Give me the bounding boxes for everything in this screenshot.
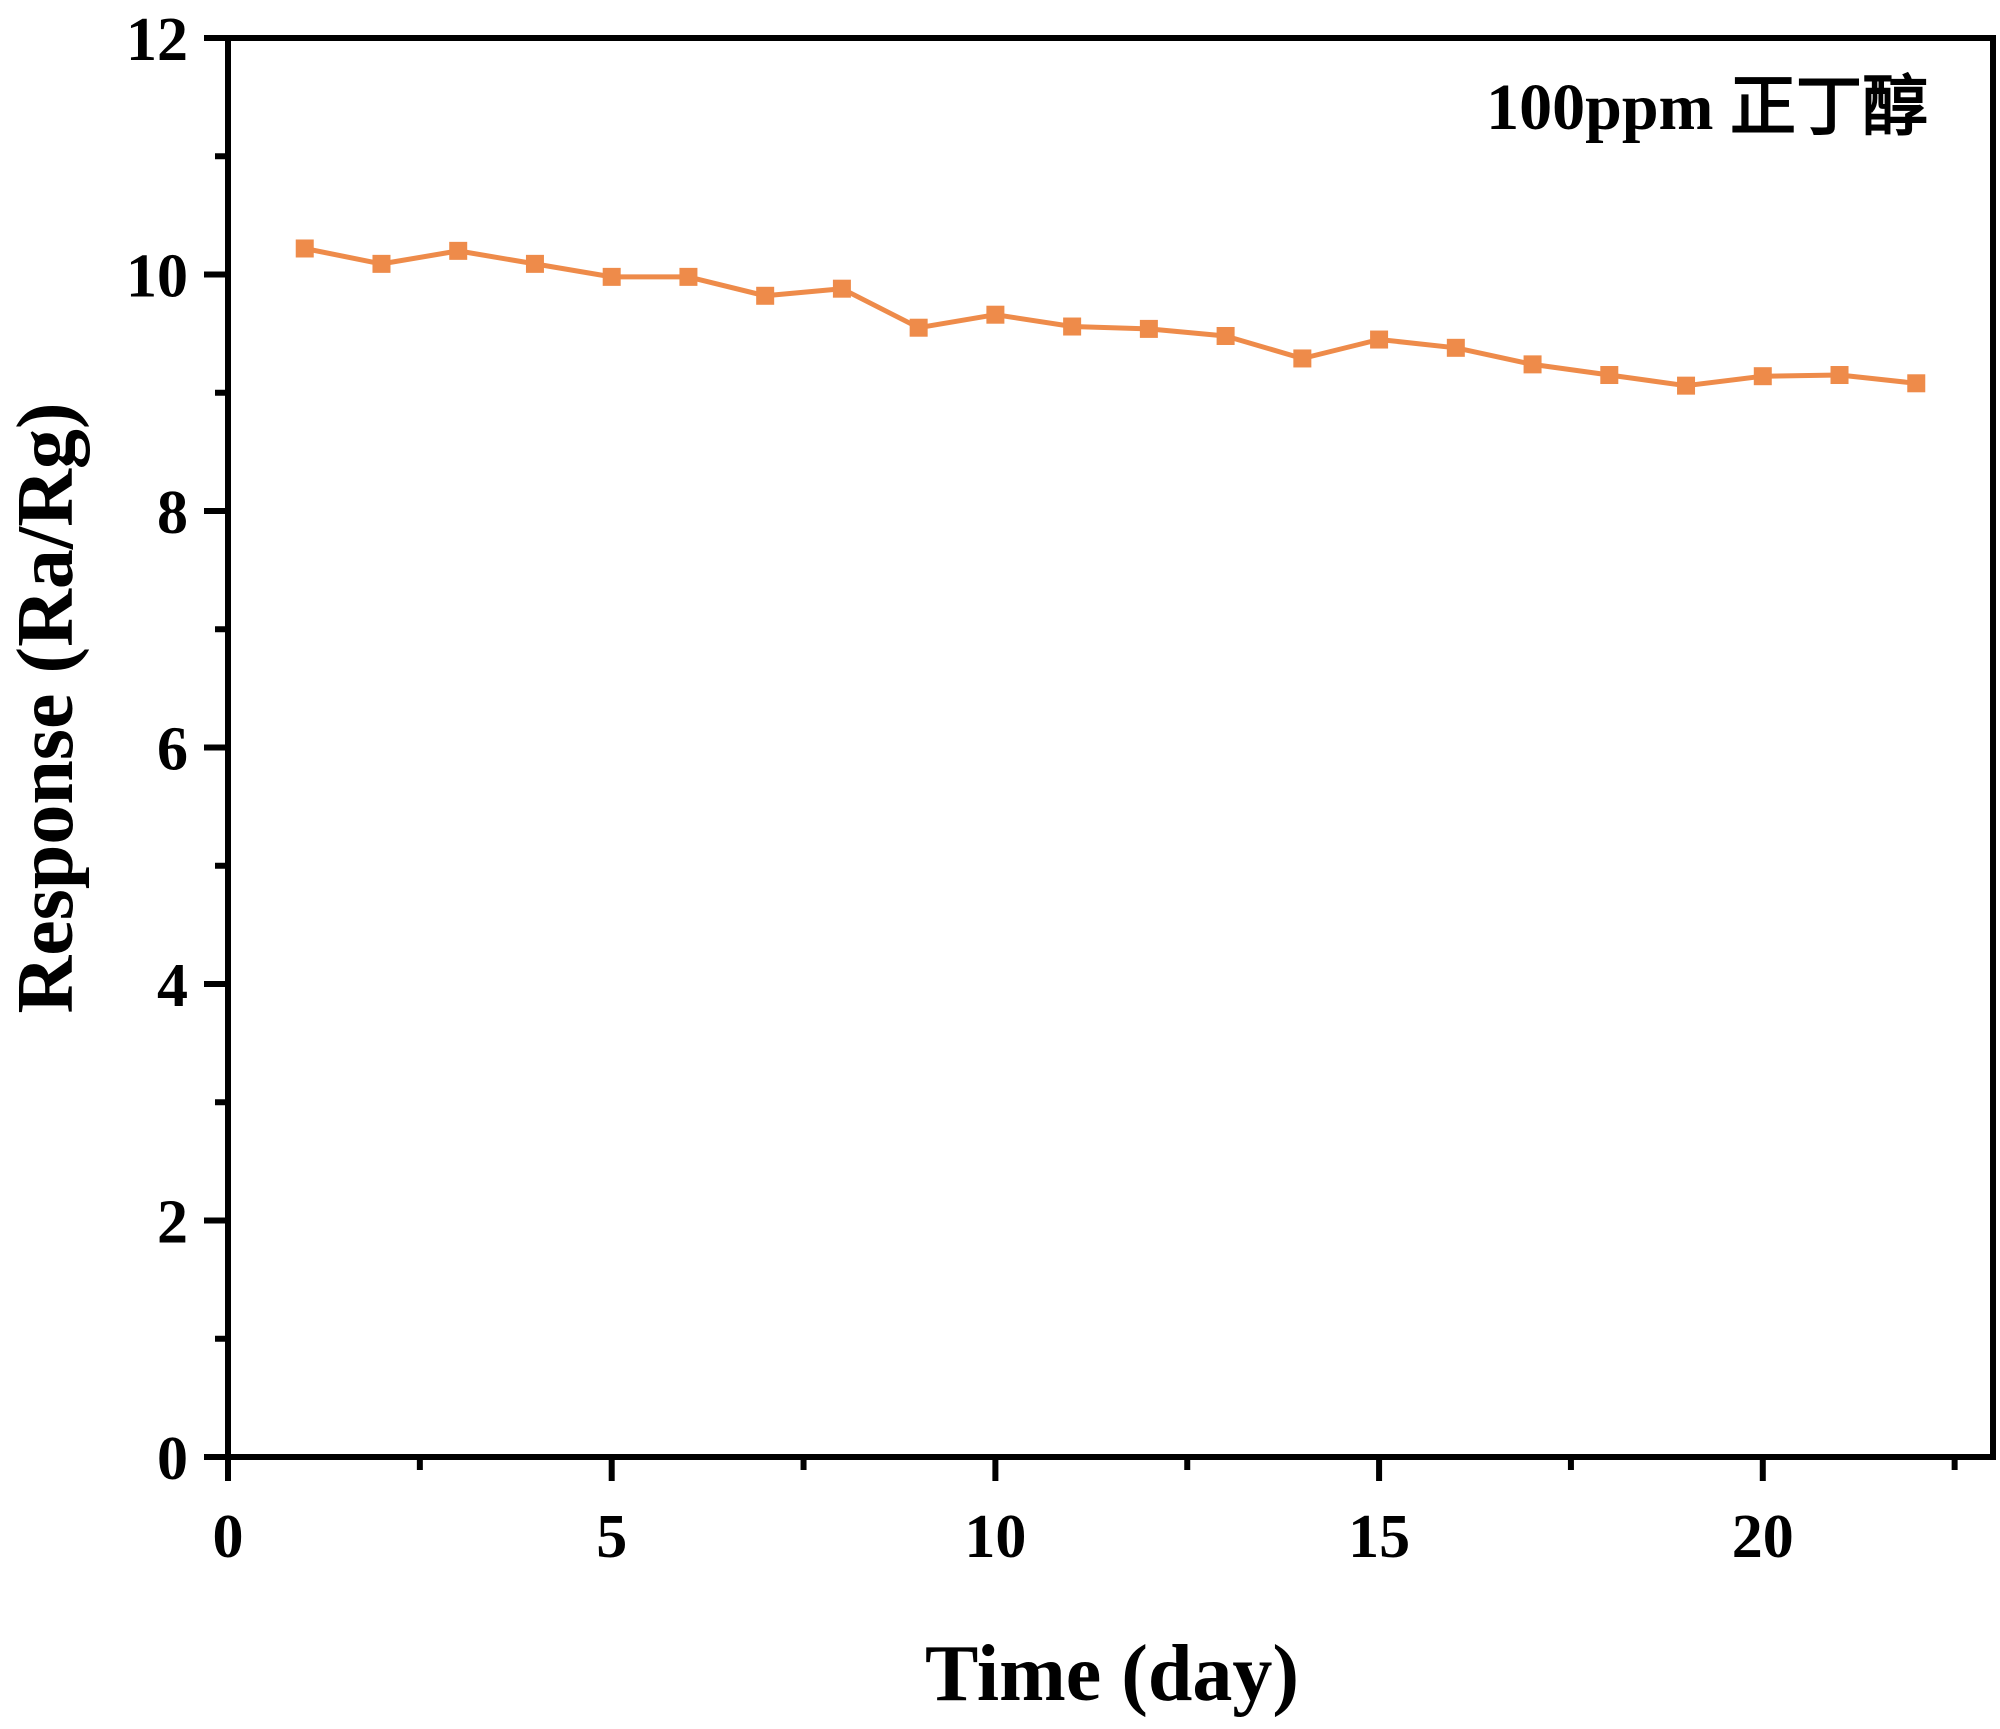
data-point	[295, 239, 314, 258]
data-point	[1677, 376, 1696, 395]
data-point	[1600, 366, 1619, 385]
data-point	[756, 286, 775, 305]
y-axis-title: Response (Ra/Rg)	[2, 402, 90, 1013]
x-tick-label: 15	[1348, 1503, 1410, 1571]
data-point	[525, 254, 544, 273]
data-point	[679, 267, 698, 286]
x-tick-label: 0	[213, 1503, 244, 1571]
plot-frame	[225, 35, 1996, 1460]
x-axis-title: Time (day)	[925, 1630, 1299, 1718]
x-tick-label: 10	[964, 1503, 1026, 1571]
data-point	[1907, 374, 1926, 393]
y-tick-label: 2	[157, 1189, 188, 1257]
axis-ticks: 0 5 10 15 20 0 2 4 6 8 10 12	[126, 6, 1958, 1571]
y-tick-label: 8	[157, 479, 188, 547]
series-line	[304, 246, 1917, 389]
data-point	[1216, 326, 1235, 345]
data-point	[602, 267, 621, 286]
data-point	[1293, 349, 1312, 368]
y-tick-label: 12	[126, 6, 188, 74]
data-point	[1446, 338, 1465, 357]
y-tick-label: 0	[157, 1425, 188, 1493]
data-point	[1139, 319, 1158, 338]
y-tick-label: 4	[157, 952, 188, 1020]
y-tick-label: 6	[157, 716, 188, 784]
data-point	[986, 305, 1005, 324]
data-point	[1523, 355, 1542, 374]
x-tick-label: 20	[1732, 1503, 1794, 1571]
x-tick-label: 5	[596, 1503, 627, 1571]
data-point	[1063, 317, 1082, 336]
series-layer	[295, 239, 1926, 395]
annotation-label: 100ppm 正丁醇	[1486, 71, 1928, 144]
data-point	[1753, 367, 1772, 386]
data-point	[1370, 330, 1389, 349]
y-tick-label: 10	[126, 243, 188, 311]
data-point	[449, 241, 468, 260]
data-point	[832, 279, 851, 298]
data-point	[909, 318, 928, 337]
data-point	[1830, 366, 1849, 385]
data-point	[372, 254, 391, 273]
